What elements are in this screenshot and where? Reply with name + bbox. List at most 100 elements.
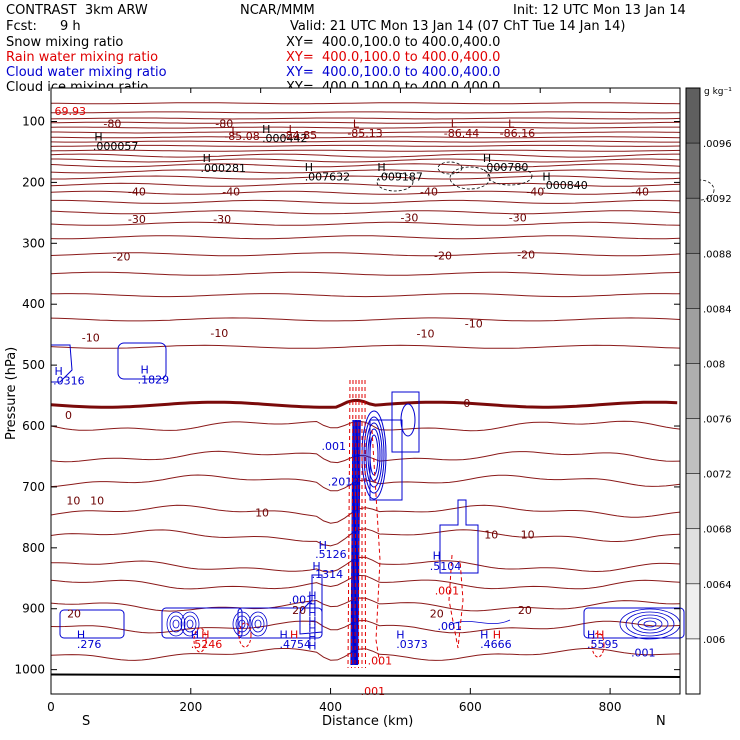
isotherm-line: [50, 252, 681, 257]
colorbar-segment: [686, 638, 700, 694]
y-tick-label: 700: [22, 480, 45, 494]
extremum-label: H: [542, 170, 550, 183]
isotherm-label: -20: [113, 251, 131, 264]
extremum-label: H: [433, 550, 441, 563]
y-tick-label: 600: [22, 419, 45, 433]
x-axis-title: Distance (km): [322, 714, 413, 729]
extremum-label: .001: [631, 647, 656, 660]
colorbar-segment: [686, 253, 700, 309]
isotherm-line: [51, 158, 681, 163]
colorbar-tick-label: .0064: [703, 580, 732, 591]
colorbar-segment: [686, 418, 700, 474]
extremum-label: H: [77, 628, 85, 641]
y-tick-label: 100: [22, 114, 45, 128]
extremum-label: .009187: [377, 170, 423, 183]
extremum-label: H: [140, 363, 148, 376]
cloud-water-contour: [166, 611, 186, 637]
isotherm-label: 0: [65, 409, 72, 422]
cloud-water-contour: [117, 342, 167, 380]
colorbar-tick-label: .008: [703, 359, 725, 370]
extremum-label: H: [312, 560, 320, 573]
rain-water-contour: [351, 379, 354, 669]
rain-water-contour: [238, 622, 252, 648]
legend-rain: Rain water mixing ratio: [6, 50, 159, 65]
cloud-water-contour: [180, 611, 200, 637]
colorbar-tick-label: .006: [703, 635, 725, 646]
y-tick-label: 900: [22, 602, 45, 616]
isotherm-label: -40: [222, 186, 240, 199]
cloud-water-contour: [238, 619, 246, 629]
extremum-label: .001: [361, 685, 386, 698]
isotherm-label: -40: [631, 186, 649, 199]
extremum-label: H: [290, 628, 298, 641]
cloud-water-contour: [631, 614, 669, 634]
extremum-label: -85.08: [224, 130, 259, 143]
y-tick-label: 500: [22, 358, 45, 372]
y-tick-label: 200: [22, 175, 45, 189]
isotherm-label: -30: [400, 212, 418, 225]
extremum-label: .000840: [542, 179, 588, 192]
extremum-label: H: [94, 131, 102, 144]
isotherm-line: [50, 121, 681, 124]
cloud-water-contour: [251, 615, 265, 633]
isotherm-line: [50, 190, 680, 195]
isotherm-line: [51, 131, 681, 134]
extremum-label: H: [493, 628, 501, 641]
rain-water-contour: [364, 379, 366, 669]
cloud-water-contour: [186, 619, 194, 629]
colorbar-segment: [686, 528, 700, 584]
x-tick-label: 0: [47, 700, 55, 714]
isotherm-line: [51, 175, 681, 180]
fcst-label: Fcst:: [6, 19, 37, 34]
extremum-label: .5126: [315, 548, 347, 561]
isotherm-label: -80: [215, 117, 233, 130]
extremum-label: H: [596, 628, 604, 641]
isotherm-line: [50, 140, 680, 143]
rain-water-contour: [591, 632, 605, 658]
cloud-water-contour: [354, 419, 359, 666]
legend-snow-xy: XY= 400.0,100.0 to 400.0,400.0: [286, 35, 501, 50]
cloud-water-contour: [169, 615, 183, 633]
x-end-left: S: [82, 714, 90, 729]
y-tick-label: 300: [22, 236, 45, 250]
isotherm-line: [50, 221, 681, 226]
extremum-label: H: [480, 628, 488, 641]
isotherm-label: -40: [420, 186, 438, 199]
extremum-label: H: [308, 589, 316, 602]
isotherm-line: [50, 235, 681, 240]
rain-water-contour: [358, 379, 360, 669]
rain-water-contour: [193, 627, 207, 653]
isotherm-line: [50, 210, 681, 215]
isotherm-label: 20: [430, 608, 444, 621]
isotherm-line: [50, 144, 681, 147]
legend-snow: Snow mixing ratio: [6, 35, 124, 50]
y-tick-label: 400: [22, 297, 45, 311]
isotherm-line: [50, 126, 680, 129]
cloud-water-contour: [299, 574, 323, 635]
extremum-label: H: [308, 615, 316, 628]
extremum-label: .001: [368, 655, 393, 668]
isotherm-line: [50, 163, 681, 168]
extremum-label: .1314: [312, 568, 344, 581]
fcst-value: 9 h: [60, 19, 81, 34]
zero-isotherm: [50, 398, 678, 409]
extremum-label: .007632: [305, 170, 351, 183]
colorbar-tick-label: .0068: [703, 525, 732, 536]
extremum-label: H: [308, 639, 316, 652]
extremum-label: -86.44: [444, 127, 479, 140]
extremum-label: .5104: [430, 560, 462, 573]
isotherm-line: [50, 102, 681, 105]
y-axis-title: Pressure (hPa): [4, 347, 19, 440]
cloud-water-contour: [352, 419, 356, 666]
colorbar-tick-label: .0072: [703, 470, 732, 481]
extremum-label: .001: [435, 584, 460, 597]
colorbar-tick-label: .0096: [703, 139, 732, 150]
extremum-label: H: [483, 152, 491, 165]
extremum-label: H: [377, 161, 385, 174]
legend-rain-xy: XY= 400.0,100.0 to 400.0,400.0: [286, 50, 501, 65]
extremum-label: .000442: [262, 132, 308, 145]
extremum-label: H: [203, 152, 211, 165]
plot-frame: [50, 87, 681, 695]
isotherm-line: [50, 149, 681, 152]
